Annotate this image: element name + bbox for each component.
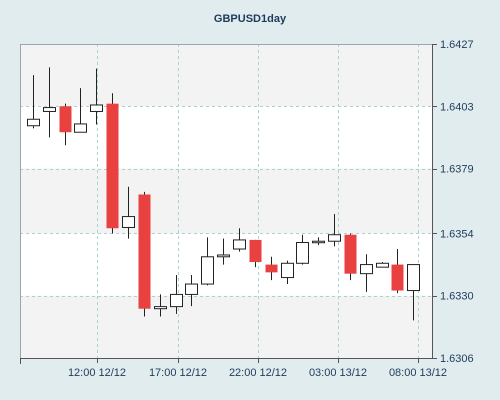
candle [233,228,246,252]
candle [376,261,389,268]
axes [20,44,437,364]
y-tick-label: 1.6354 [440,228,474,240]
candle-body-bullish [154,306,167,310]
plot-area [20,44,432,358]
candle [360,254,373,292]
candle-body-bullish [74,123,87,133]
candle-body-bearish [138,194,151,309]
candle-body-bullish [170,293,183,308]
y-tick-label: 1.6306 [440,353,474,365]
candle [201,237,214,286]
candle-body-bullish [90,104,103,112]
x-axis-tick-labels: 12:00 12/12 17:00 12/12 22:00 12/12 03:00 1… [68,367,447,379]
x-tick-label: 17:00 12/12 [149,367,207,379]
candle-body-bullish [407,264,420,292]
candle [265,256,278,281]
candle [312,237,325,246]
candle-body-bullish [233,239,246,250]
candle [391,249,404,294]
plot-band [20,295,432,358]
chart-title: GBPUSD1day [214,13,287,25]
x-tick-label: 03:00 13/12 [309,367,367,379]
candle-body-bullish [122,216,135,228]
candle-body-bullish [296,242,309,264]
candle-body-bearish [106,103,119,229]
y-tick-label: 1.6379 [440,164,474,176]
candle-body-bullish [27,118,40,127]
candle-body-bearish [344,234,357,274]
plot-band [20,44,432,107]
y-tick-label: 1.6330 [440,291,474,303]
candle [344,233,357,281]
candle [328,213,341,247]
candle [185,274,198,307]
candle [27,75,40,129]
candle [249,239,262,268]
candle [281,260,294,285]
candle-body-bullish [217,254,230,258]
candle [90,68,103,125]
x-tick-label: 12:00 12/12 [68,367,126,379]
candle-body-bearish [59,106,72,133]
candle-body-bullish [312,240,325,244]
candle [59,103,72,146]
candle-body-bullish [281,262,294,279]
candle [154,294,167,317]
candle [122,186,135,239]
candle-body-bullish [185,283,198,295]
candle [74,88,87,133]
candle-body-bearish [265,264,278,273]
candle-body-bullish [201,256,214,285]
candle [106,93,119,234]
candle-body-bearish [391,264,404,291]
candle [217,238,230,265]
candles [27,67,420,321]
candle-body-bullish [328,234,341,242]
y-axis-tick-labels: 1.6427 1.6403 1.6379 1.6354 1.6330 1.6306 [440,39,474,365]
candle [296,234,309,265]
candle-body-bullish [376,262,389,268]
candle [170,274,183,314]
candle-body-bullish [360,264,373,275]
y-tick-label: 1.6403 [440,101,474,113]
candle [407,264,420,321]
candle [43,67,56,138]
x-tick-label: 08:00 13/12 [389,367,447,379]
plot-band [20,168,432,234]
y-tick-label: 1.6427 [440,39,474,51]
candle-body-bearish [249,239,262,262]
candle [138,191,151,317]
candle-body-bullish [43,107,56,112]
x-tick-label: 22:00 12/12 [229,367,287,379]
